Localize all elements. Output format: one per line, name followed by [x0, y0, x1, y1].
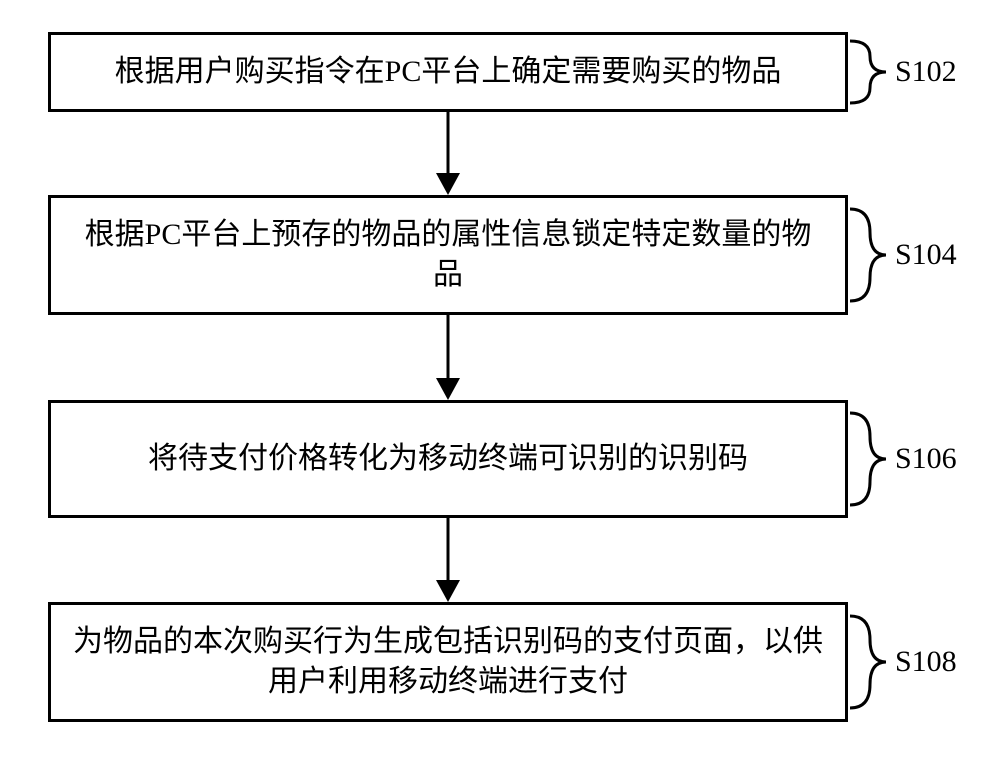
step-label-S108: S108 [895, 645, 957, 679]
step-label-S104: S104 [895, 238, 957, 272]
arrow-head-icon [436, 173, 460, 195]
step-box-S106: 将待支付价格转化为移动终端可识别的识别码 [48, 400, 848, 518]
step-label-S102: S102 [895, 55, 957, 89]
brace-connector [848, 205, 888, 305]
step-text: 将待支付价格转化为移动终端可识别的识别码 [148, 439, 748, 480]
flowchart-canvas: 根据用户购买指令在PC平台上确定需要购买的物品 S102 根据PC平台上预存的物品的… [0, 0, 1000, 767]
arrow-line [447, 315, 450, 380]
arrow-head-icon [436, 378, 460, 400]
brace-connector [848, 409, 888, 509]
brace-connector [848, 612, 888, 712]
step-box-S102: 根据用户购买指令在PC平台上确定需要购买的物品 [48, 32, 848, 112]
step-text: 为物品的本次购买行为生成包括识别码的支付页面，以供用户利用移动终端进行支付 [71, 622, 825, 703]
arrow-head-icon [436, 580, 460, 602]
step-box-S104: 根据PC平台上预存的物品的属性信息锁定特定数量的物品 [48, 195, 848, 315]
step-text: 根据用户购买指令在PC平台上确定需要购买的物品 [115, 52, 782, 93]
step-box-S108: 为物品的本次购买行为生成包括识别码的支付页面，以供用户利用移动终端进行支付 [48, 602, 848, 722]
arrow-line [447, 518, 450, 582]
arrow-line [447, 112, 450, 175]
brace-connector [848, 37, 888, 107]
step-label-S106: S106 [895, 442, 957, 476]
step-text: 根据PC平台上预存的物品的属性信息锁定特定数量的物品 [71, 215, 825, 296]
